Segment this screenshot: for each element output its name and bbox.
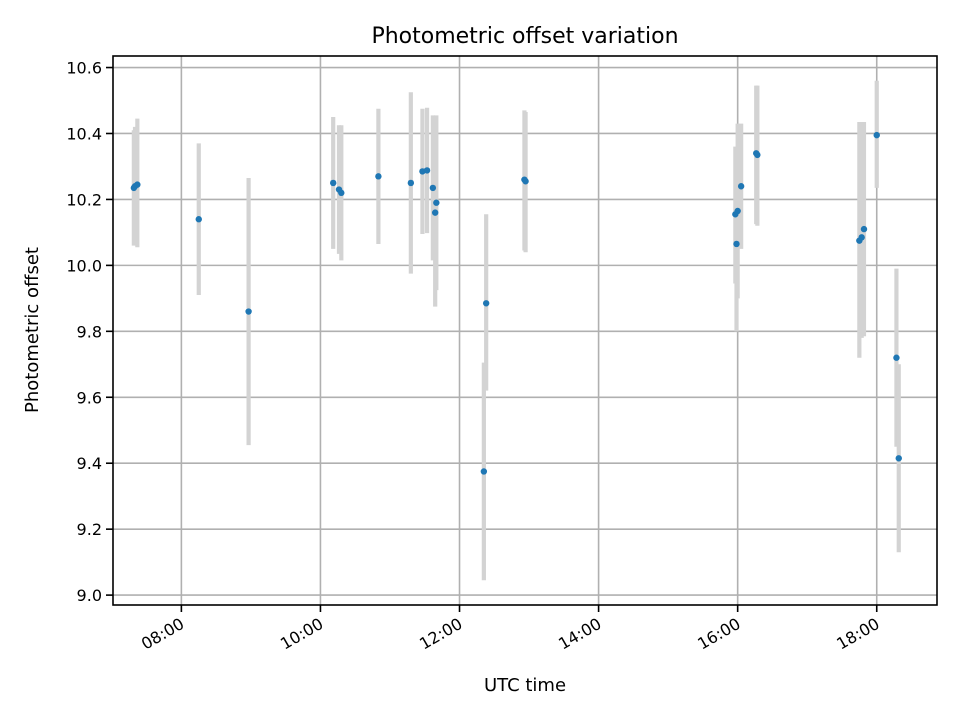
error-bars (131, 80, 901, 581)
y-axis-ticks: 9.0 9.2 9.4 9.6 9.8 10.0 10.2 10.4 10.6 (66, 59, 113, 605)
y-axis-label: Photometric offset (22, 247, 43, 413)
x-tick-label: 08:00 (138, 614, 187, 654)
data-point (860, 225, 868, 233)
data-point (858, 234, 865, 241)
y-tick-label: 9.4 (77, 454, 102, 473)
data-point (737, 183, 745, 190)
chart-title: Photometric offset variation (371, 24, 678, 49)
data-point (733, 240, 740, 248)
data-point (754, 151, 761, 159)
data-point (329, 179, 337, 187)
data-point (433, 199, 440, 206)
data-point (375, 173, 382, 180)
data-point (482, 300, 490, 307)
data-point (893, 354, 900, 361)
data-point (338, 189, 345, 197)
data-point (245, 308, 252, 315)
data-point (480, 468, 488, 475)
y-tick-label: 9.6 (77, 388, 102, 407)
x-tick-label: 12:00 (416, 614, 465, 654)
plot-frame (112, 55, 938, 606)
data-point (423, 167, 431, 174)
data-point (734, 207, 741, 215)
y-tick-label: 10.2 (66, 190, 102, 209)
data-point (195, 216, 202, 223)
data-point (522, 178, 529, 185)
y-tick-label: 10.0 (66, 256, 102, 275)
data-point (429, 184, 437, 192)
x-tick-label: 10:00 (277, 614, 326, 654)
y-tick-label: 9.0 (77, 586, 102, 605)
data-point (407, 179, 415, 187)
y-tick-label: 10.6 (66, 59, 102, 78)
x-tick-label: 14:00 (555, 614, 604, 654)
data-points (130, 131, 902, 475)
y-tick-label: 9.8 (77, 322, 102, 341)
x-axis-label: UTC time (484, 675, 566, 696)
y-tick-label: 10.4 (66, 124, 102, 143)
x-tick-label: 18:00 (833, 614, 882, 654)
data-point (895, 455, 902, 462)
x-axis-ticks: 08:00 10:00 12:00 14:00 16:00 18:00 (138, 605, 883, 654)
y-tick-label: 9.2 (77, 520, 102, 539)
data-point (873, 131, 880, 139)
data-point (134, 181, 141, 188)
data-point (431, 209, 439, 216)
x-tick-label: 16:00 (694, 614, 743, 654)
